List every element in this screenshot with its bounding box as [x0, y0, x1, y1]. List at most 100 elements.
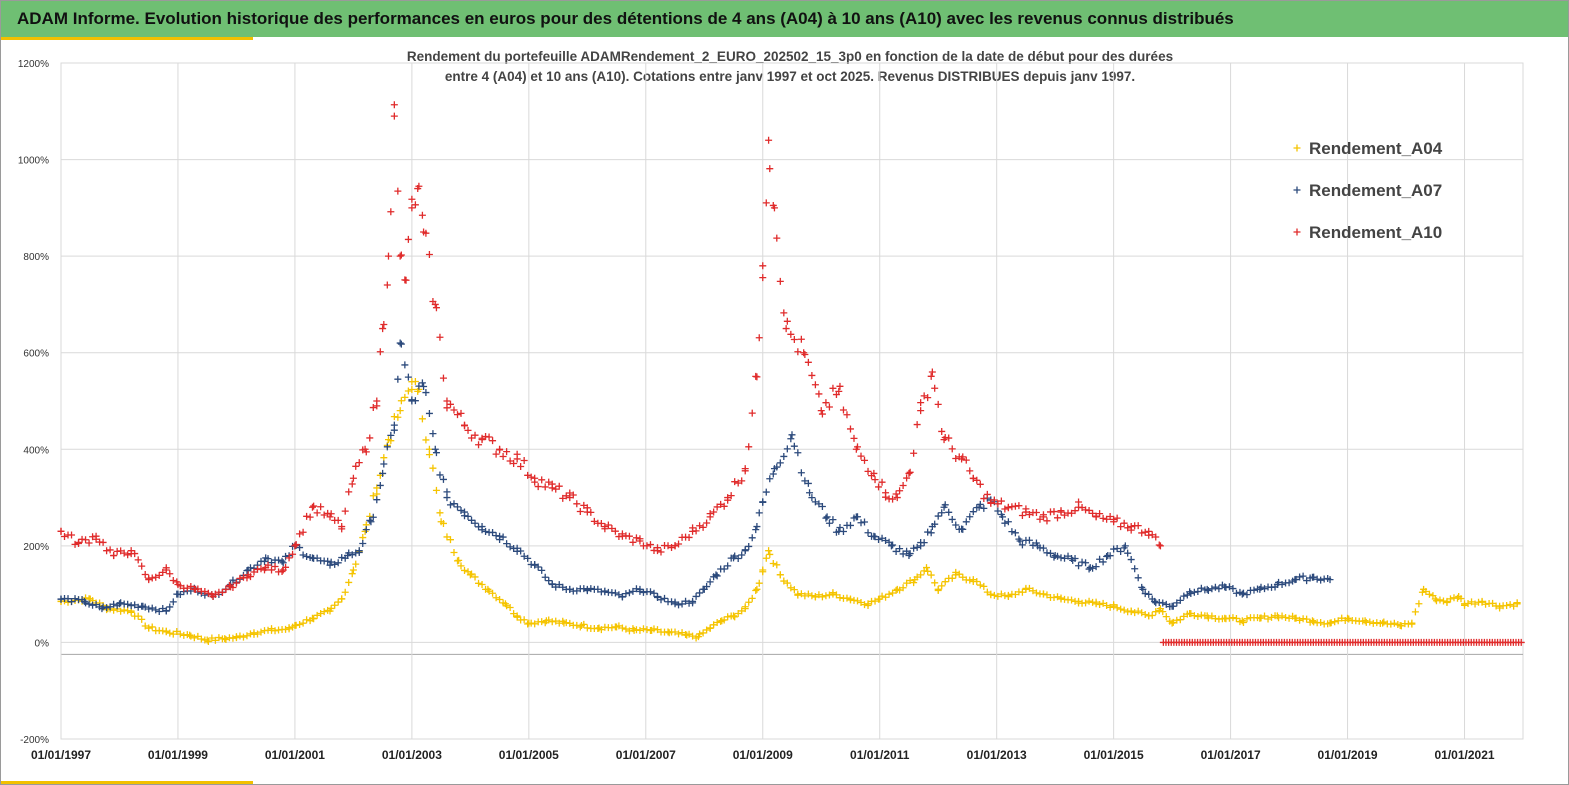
data-point — [555, 482, 563, 490]
data-point — [973, 476, 981, 484]
data-point — [429, 430, 437, 438]
data-point — [489, 589, 497, 597]
data-point — [689, 527, 697, 535]
data-point — [783, 317, 791, 325]
data-point — [383, 281, 391, 289]
data-point — [962, 518, 970, 526]
data-point — [738, 477, 746, 485]
data-point — [359, 534, 367, 542]
data-point — [1127, 607, 1135, 615]
data-point — [852, 445, 860, 453]
data-point — [876, 595, 884, 603]
data-point — [683, 631, 691, 639]
data-point — [464, 426, 472, 434]
data-point — [1134, 522, 1142, 530]
data-point — [1018, 588, 1026, 596]
data-point — [843, 594, 851, 602]
data-point — [1156, 542, 1164, 550]
data-point — [341, 588, 349, 596]
data-point — [496, 532, 504, 540]
data-point — [457, 562, 465, 570]
data-point — [811, 381, 819, 389]
data-point — [148, 623, 156, 631]
data-point — [303, 616, 311, 624]
data-point — [976, 581, 984, 589]
data-point — [510, 610, 518, 618]
data-point — [664, 542, 672, 550]
data-point — [145, 624, 153, 632]
data-point — [1039, 590, 1047, 598]
data-point — [801, 592, 809, 600]
data-point — [1068, 509, 1076, 517]
data-point — [141, 622, 149, 630]
data-point — [910, 544, 918, 552]
data-point — [843, 411, 851, 419]
data-point — [436, 333, 444, 341]
x-tick-label: 01/01/2015 — [1084, 748, 1144, 762]
data-point — [1103, 601, 1111, 609]
data-point — [124, 551, 132, 559]
data-point — [145, 576, 153, 584]
data-point — [503, 448, 511, 456]
data-point — [513, 612, 521, 620]
data-point — [443, 404, 451, 412]
data-point — [1390, 619, 1398, 627]
data-point — [390, 101, 398, 109]
data-point — [492, 450, 500, 458]
x-tick-label: 01/01/2013 — [967, 748, 1027, 762]
data-point — [665, 629, 673, 637]
data-point — [945, 434, 953, 442]
data-point — [439, 374, 447, 382]
data-point — [1117, 605, 1125, 613]
data-point — [835, 527, 843, 535]
data-point — [1194, 588, 1202, 596]
data-point — [471, 573, 479, 581]
data-point — [176, 630, 184, 638]
data-point — [1510, 602, 1518, 610]
data-point — [1089, 509, 1097, 517]
data-point — [797, 335, 805, 343]
data-point — [499, 452, 507, 460]
data-point — [1085, 565, 1093, 573]
data-point — [1099, 599, 1107, 607]
data-point — [1232, 589, 1240, 597]
data-point — [825, 591, 833, 599]
data-point — [1517, 638, 1525, 646]
data-point — [227, 583, 235, 591]
data-point — [443, 397, 451, 405]
data-point — [1221, 583, 1229, 591]
chart-title-line-2: entre 4 (A04) et 10 ans (A10). Cotations… — [444, 69, 1136, 84]
data-point — [892, 490, 900, 498]
data-point — [885, 590, 893, 598]
data-point — [675, 540, 683, 548]
data-point — [376, 481, 384, 489]
data-point — [468, 434, 476, 442]
data-point — [383, 443, 391, 451]
data-point — [611, 589, 619, 597]
data-point — [420, 383, 428, 391]
y-tick-label: 600% — [23, 349, 49, 360]
data-point — [1285, 614, 1293, 622]
data-point — [780, 309, 788, 317]
data-point — [289, 550, 297, 558]
data-point — [174, 580, 182, 588]
data-point — [878, 478, 886, 486]
data-point — [766, 550, 774, 558]
data-point — [1282, 613, 1290, 621]
accent-bar-top — [1, 37, 253, 40]
data-point — [61, 533, 69, 541]
data-point — [489, 528, 497, 536]
data-point — [468, 516, 476, 524]
data-point — [352, 560, 360, 568]
data-point — [1082, 559, 1090, 567]
data-point — [229, 576, 237, 584]
data-point — [1168, 602, 1176, 610]
data-point — [861, 518, 869, 526]
data-point — [583, 585, 591, 593]
data-point — [457, 506, 465, 514]
data-point — [1054, 514, 1061, 522]
data-point — [215, 634, 223, 642]
data-point — [92, 601, 100, 609]
x-tick-label: 01/01/2005 — [499, 748, 559, 762]
data-point — [162, 607, 170, 615]
